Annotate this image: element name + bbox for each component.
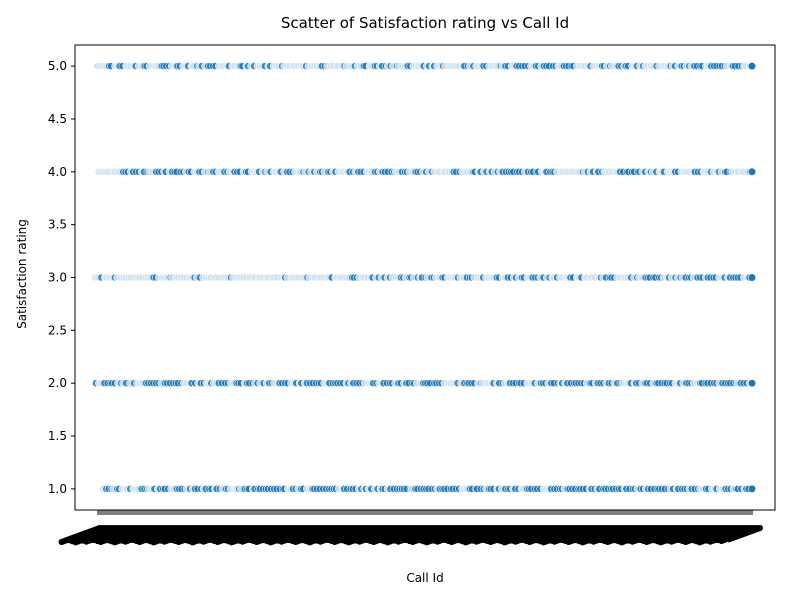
y-tick-label: 5.0 xyxy=(48,59,67,73)
y-tick-label: 4.5 xyxy=(48,112,67,126)
y-axis-label: Satisfaction rating xyxy=(15,219,29,329)
data-point xyxy=(747,379,757,388)
x-tick-marks xyxy=(97,510,753,515)
y-tick-label: 4.0 xyxy=(48,165,67,179)
y-tick-label: 1.0 xyxy=(48,482,67,496)
x-tick-label-glyph xyxy=(726,525,763,543)
x-tick-label-mass xyxy=(58,525,763,546)
data-point xyxy=(747,484,757,494)
y-tick-label: 1.5 xyxy=(48,429,67,443)
y-tick-label: 2.0 xyxy=(48,376,67,390)
data-point xyxy=(747,61,757,71)
plot-area xyxy=(74,44,776,511)
x-tick-labels xyxy=(58,510,763,546)
data-points xyxy=(91,61,757,494)
y-tick-label: 2.5 xyxy=(48,323,67,337)
y-axis: 1.0 1.5 2.0 2.5 3.0 3.5 4.0 4.5 5.0 xyxy=(48,59,75,496)
x-axis-label: Call Id xyxy=(406,571,443,585)
y-tick-label: 3.5 xyxy=(48,218,67,232)
y-tick-label: 3.0 xyxy=(48,271,67,285)
chart-title: Scatter of Satisfaction rating vs Call I… xyxy=(281,14,569,32)
data-point xyxy=(747,273,757,282)
data-point xyxy=(747,167,757,176)
